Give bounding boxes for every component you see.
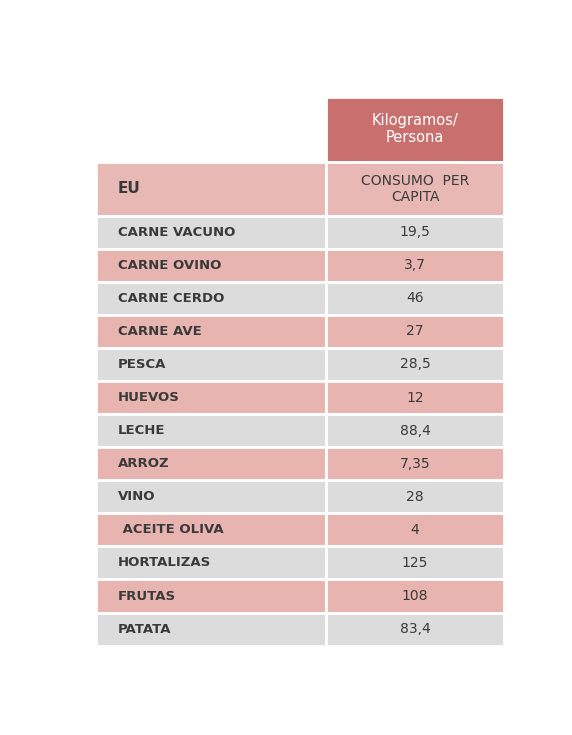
Bar (326, 248, 504, 282)
Bar (326, 97, 504, 162)
Text: CARNE VACUNO: CARNE VACUNO (118, 226, 236, 239)
Bar (326, 215, 504, 248)
Bar (96, 282, 326, 315)
Text: Kilogramos/
Persona: Kilogramos/ Persona (372, 113, 458, 146)
Text: 28,5: 28,5 (400, 357, 430, 371)
Text: 27: 27 (406, 324, 424, 338)
Text: EU: EU (118, 181, 141, 196)
Bar (96, 348, 326, 381)
Text: 3,7: 3,7 (404, 258, 426, 272)
Bar (326, 513, 504, 546)
Text: CONSUMO  PER
CAPITA: CONSUMO PER CAPITA (361, 173, 469, 204)
Bar (96, 315, 326, 348)
Bar (326, 612, 504, 645)
Bar (326, 348, 504, 381)
Bar (96, 579, 326, 612)
Bar (96, 513, 326, 546)
Text: CARNE OVINO: CARNE OVINO (118, 259, 221, 272)
Text: 19,5: 19,5 (400, 225, 431, 239)
Text: 46: 46 (406, 291, 424, 305)
Bar (326, 282, 504, 315)
Text: 125: 125 (402, 556, 428, 570)
Text: 4: 4 (411, 523, 419, 537)
Bar (326, 315, 504, 348)
Bar (326, 480, 504, 513)
Bar (326, 546, 504, 579)
Bar (96, 546, 326, 579)
Bar (96, 248, 326, 282)
Bar (326, 414, 504, 447)
Text: 108: 108 (402, 589, 428, 603)
Text: 88,4: 88,4 (400, 423, 431, 437)
Text: PESCA: PESCA (118, 358, 166, 371)
Bar (96, 612, 326, 645)
Text: CARNE CERDO: CARNE CERDO (118, 292, 224, 305)
Bar (96, 381, 326, 414)
Text: HORTALIZAS: HORTALIZAS (118, 556, 211, 570)
Text: PATATA: PATATA (118, 623, 172, 636)
Text: 7,35: 7,35 (400, 456, 430, 470)
Bar (96, 447, 326, 480)
Bar (326, 381, 504, 414)
Text: ARROZ: ARROZ (118, 457, 170, 470)
Text: HUEVOS: HUEVOS (118, 391, 180, 404)
Text: LECHE: LECHE (118, 424, 165, 437)
Bar (326, 162, 504, 215)
Bar (326, 447, 504, 480)
Bar (96, 97, 326, 162)
Text: 12: 12 (406, 390, 424, 404)
Bar (326, 579, 504, 612)
Bar (96, 162, 326, 215)
Bar (96, 414, 326, 447)
Bar (96, 480, 326, 513)
Text: 28: 28 (406, 490, 424, 503)
Bar (96, 215, 326, 248)
Text: 83,4: 83,4 (400, 622, 430, 636)
Text: VINO: VINO (118, 490, 156, 503)
Text: CARNE AVE: CARNE AVE (118, 325, 202, 338)
Text: ACEITE OLIVA: ACEITE OLIVA (118, 523, 224, 537)
Text: FRUTAS: FRUTAS (118, 589, 176, 603)
